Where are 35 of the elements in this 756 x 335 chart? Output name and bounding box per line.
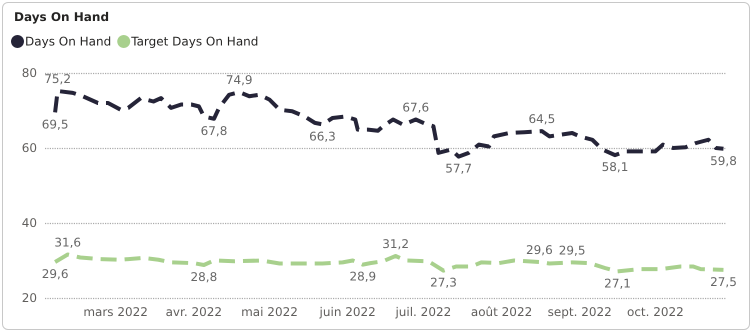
- x-tick-label: avr. 2022: [166, 305, 222, 319]
- legend-label: Days On Hand: [25, 34, 112, 48]
- x-tick-label: juil. 2022: [394, 305, 452, 319]
- y-tick-label: 40: [22, 216, 37, 230]
- data-label: 28,9: [349, 270, 376, 284]
- data-label: 31,6: [54, 236, 82, 250]
- data-label: 66,3: [309, 129, 336, 144]
- y-tick-label: 60: [22, 141, 37, 155]
- data-label: 64,5: [528, 112, 556, 126]
- data-label: 27,1: [604, 276, 631, 290]
- y-tick-label: 80: [22, 66, 37, 80]
- data-label: 27,3: [430, 276, 457, 290]
- data-label: 29,6: [42, 267, 68, 281]
- x-tick-label: sept. 2022: [548, 305, 612, 319]
- data-label: 31,2: [382, 237, 409, 251]
- data-label: 67,6: [402, 100, 430, 114]
- data-label: 29,6: [526, 243, 553, 257]
- data-label: 27,5: [710, 274, 737, 289]
- x-tick-label: juin 2022: [318, 305, 376, 319]
- data-label: 28,8: [190, 270, 218, 284]
- chart-title: Days On Hand: [14, 10, 110, 24]
- legend-label: Target Days On Hand: [130, 34, 258, 48]
- data-label: 57,7: [445, 162, 472, 176]
- data-label: 74,9: [226, 73, 253, 88]
- data-label: 29,5: [558, 243, 586, 258]
- x-tick-label: mars 2022: [83, 305, 148, 319]
- data-label: 58,1: [602, 160, 628, 174]
- x-tick-label: août 2022: [470, 305, 532, 319]
- x-tick-label: mai 2022: [241, 305, 298, 319]
- x-tick-label: oct. 2022: [626, 305, 684, 319]
- data-label: 69,5: [42, 117, 68, 132]
- data-label: 75,2: [44, 72, 71, 86]
- y-tick-label: 20: [22, 291, 37, 305]
- data-label: 67,8: [200, 124, 228, 138]
- data-label: 59,8: [710, 154, 737, 168]
